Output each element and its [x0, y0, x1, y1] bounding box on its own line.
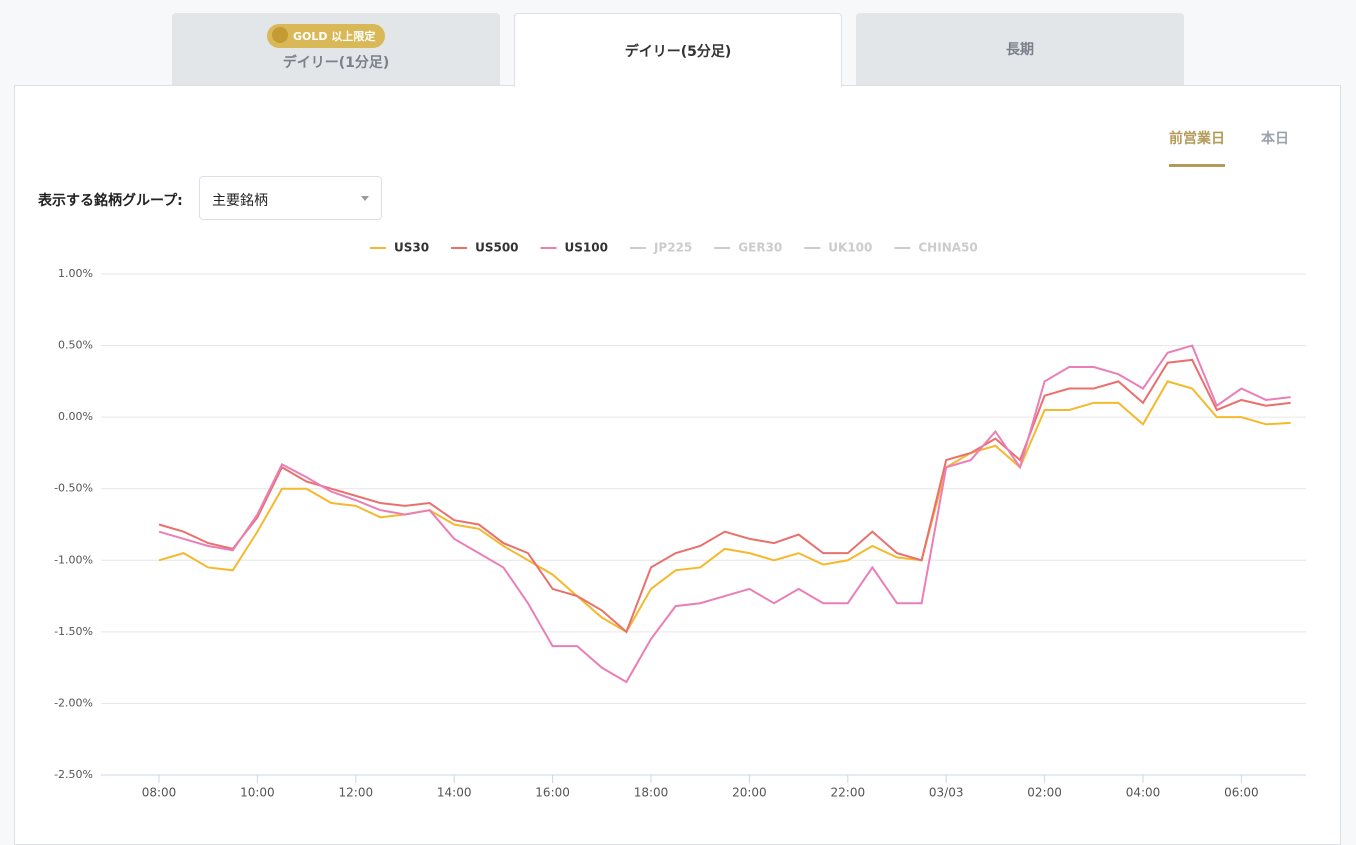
y-tick-label: -1.00% [54, 553, 93, 566]
tab-label: デイリー(5分足) [624, 43, 732, 60]
y-tick-label: 0.00% [58, 410, 93, 423]
x-tick-label: 18:00 [634, 786, 669, 800]
toggle[interactable]: 前営業日 [1169, 128, 1225, 167]
legend-label: UK100 [828, 241, 872, 255]
legend-label: US100 [565, 241, 608, 255]
page: GOLD 以上限定 デイリー(1分足) デイリー(5分足) 長期 前営業日 本日 … [14, 13, 1341, 845]
group-label: 表示する銘柄グループ: [38, 193, 183, 209]
tab[interactable]: GOLD 以上限定デイリー(1分足) [172, 13, 500, 85]
x-tick-label: 12:00 [339, 786, 374, 800]
group-select[interactable]: 主要銘柄 [199, 176, 382, 220]
y-tick-label: -1.50% [54, 625, 93, 638]
tab-label: デイリー(1分足) [282, 55, 390, 71]
x-tick-label: 04:00 [1126, 786, 1161, 800]
legend-label: CHINA50 [918, 241, 977, 255]
x-tick-label: 06:00 [1224, 786, 1259, 800]
y-tick-label: -2.50% [54, 768, 93, 781]
x-tick-label: 16:00 [535, 786, 570, 800]
toggle[interactable]: 本日 [1261, 131, 1289, 147]
x-tick-label: 22:00 [831, 786, 866, 800]
legend-label: JP225 [653, 241, 692, 255]
y-tick-label: -2.00% [54, 696, 93, 709]
x-tick-label: 14:00 [437, 786, 472, 800]
legend-label: US500 [475, 241, 518, 255]
tab-label: 長期 [1006, 42, 1034, 58]
legend-label: US30 [394, 241, 429, 255]
series-line [158, 344, 1291, 684]
chart: -2.50% -2.00% -1.50% -1.00% -0.50% 0.00% 0.50%… [54, 241, 1306, 800]
x-tick-label: 08:00 [142, 786, 177, 800]
series-line [158, 358, 1291, 634]
y-tick-label: 0.50% [58, 339, 93, 352]
series-line [158, 380, 1291, 634]
x-tick-label: 02:00 [1027, 786, 1062, 800]
tab[interactable]: 長期 [856, 13, 1184, 85]
gold-badge: GOLD 以上限定 [267, 24, 386, 48]
tab[interactable]: デイリー(5分足) [514, 13, 842, 87]
x-tick-label: 20:00 [732, 786, 767, 800]
y-tick-label: -0.50% [54, 482, 93, 495]
x-tick-label: 03/03 [929, 786, 964, 800]
y-tick-label: 1.00% [58, 267, 93, 280]
x-tick-label: 10:00 [240, 786, 275, 800]
legend-label: GER30 [738, 241, 782, 255]
